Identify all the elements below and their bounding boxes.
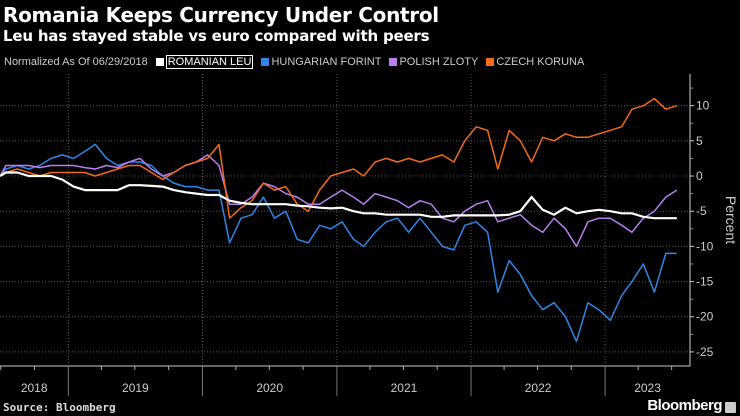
legend-item-zloty: POLISH ZLOTY xyxy=(389,56,478,68)
legend-swatch xyxy=(155,58,164,66)
legend-swatch xyxy=(261,58,270,66)
y-tick-label: -25 xyxy=(696,345,714,359)
legend-item-leu: ROMANIAN LEU xyxy=(155,55,254,69)
series-line-czech-koruna xyxy=(0,97,678,219)
x-tick-label: 2020 xyxy=(256,381,283,395)
y-tick-label: -20 xyxy=(696,310,714,324)
bloomberg-logo: Bloomberg xyxy=(647,397,722,414)
y-tick-label: 10 xyxy=(696,99,710,113)
y-tick-label: -5 xyxy=(696,204,707,218)
x-tick-label: 2022 xyxy=(525,381,552,395)
series-line-romanian-leu xyxy=(0,171,677,220)
x-tick-label: 2018 xyxy=(21,381,48,395)
normalization-note: Normalized As Of 06/29/2018 xyxy=(4,56,148,68)
series-line-hungarian-forint xyxy=(0,143,677,343)
legend-item-forint: HUNGARIAN FORINT xyxy=(261,56,381,68)
bloomberg-terminal-icon xyxy=(725,402,736,413)
chart-title: Romania Keeps Currency Under Control xyxy=(3,3,439,27)
y-tick-label: 0 xyxy=(696,169,703,183)
legend-item-koruna: CZECH KORUNA xyxy=(486,56,584,68)
y-tick-label: -10 xyxy=(696,239,714,253)
y-tick-label: -15 xyxy=(696,275,714,289)
y-tick-label: 5 xyxy=(696,134,703,148)
x-tick-label: 2021 xyxy=(391,381,418,395)
legend-swatch xyxy=(389,58,398,66)
chart-subtitle: Leu has stayed stable vs euro compared w… xyxy=(3,27,430,45)
y-axis-label: Percent xyxy=(723,196,739,244)
series-line-polish-zloty xyxy=(0,154,678,248)
legend-swatch xyxy=(486,58,495,66)
source-note: Source: Bloomberg xyxy=(3,401,116,414)
legend: Normalized As Of 06/29/2018 ROMANIAN LEU… xyxy=(4,55,584,69)
x-tick-label: 2019 xyxy=(122,381,149,395)
x-tick-label: 2023 xyxy=(634,381,661,395)
